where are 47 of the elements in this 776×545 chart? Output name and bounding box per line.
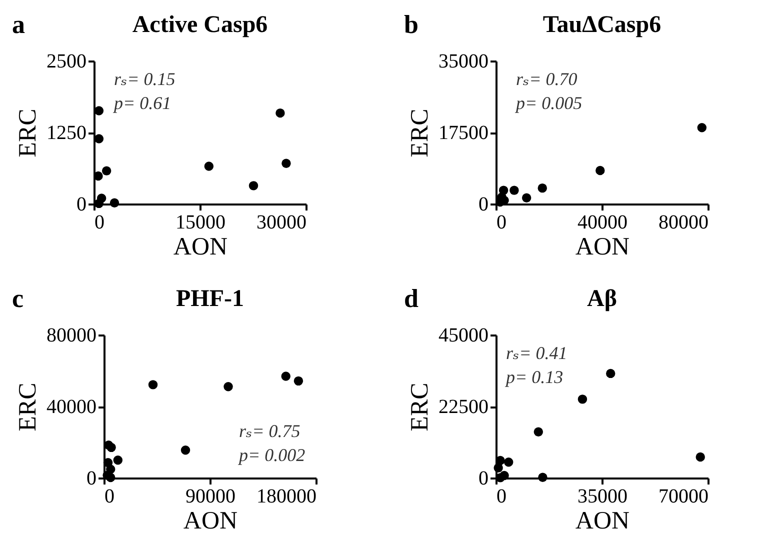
x-tick-label: 90000 — [186, 486, 236, 508]
x-tick-label: 30000 — [256, 212, 306, 234]
annotation: p= 0.002 — [237, 445, 306, 465]
annotation: p= 0.005 — [514, 93, 582, 113]
annotation: rₛ= 0.75 — [239, 421, 300, 441]
annotation: rₛ= 0.15 — [114, 69, 176, 89]
x-axis-title: AON — [575, 508, 630, 534]
text: a — [12, 10, 25, 39]
y-tick-label: 80000 — [46, 324, 96, 346]
y-tick-label: 40000 — [46, 396, 96, 418]
y-axis-title: ERC — [406, 108, 434, 158]
y-tick-label: 35000 — [438, 50, 488, 72]
y-tick-label: 45000 — [438, 324, 488, 346]
annotation: p= 0.13 — [504, 367, 564, 387]
chart-title: TauΔCasp6 — [542, 12, 662, 38]
x-tick-label: 0 — [104, 486, 114, 508]
annotation: rₛ= 0.70 — [516, 69, 578, 89]
x-tick-label: 40000 — [578, 212, 628, 234]
annotation: rₛ= 0.41 — [506, 343, 568, 363]
chart-title: Active Casp6 — [132, 12, 268, 38]
x-tick-label: 80000 — [658, 212, 708, 234]
y-tick-label: 1250 — [46, 122, 86, 144]
y-tick-label: 22500 — [438, 396, 488, 418]
y-tick-label: 0 — [76, 194, 86, 216]
y-tick-label: 17500 — [438, 122, 488, 144]
y-tick-label: 0 — [478, 194, 488, 216]
x-tick-label: 0 — [496, 486, 506, 508]
x-tick-label: 180000 — [256, 486, 316, 508]
y-axis-title: ERC — [14, 108, 42, 158]
y-tick-label: 2500 — [46, 50, 86, 72]
text: b — [404, 10, 418, 39]
x-tick-label: 15000 — [176, 212, 226, 234]
x-tick-label: 35000 — [578, 486, 628, 508]
x-axis-title: AON — [575, 234, 630, 260]
y-tick-label: 0 — [478, 468, 488, 490]
x-axis-title: AON — [173, 234, 228, 260]
chart-title: PHF-1 — [176, 286, 244, 312]
y-tick-label: 0 — [86, 468, 96, 490]
y-axis-title: ERC — [406, 382, 434, 432]
y-axis-title: ERC — [14, 382, 42, 432]
text: c — [12, 284, 24, 313]
x-tick-label: 70000 — [658, 486, 708, 508]
annotation: p= 0.61 — [112, 93, 172, 113]
x-tick-label: 0 — [496, 212, 506, 234]
chart-title: Aβ — [587, 286, 617, 312]
text: d — [404, 284, 418, 313]
x-axis-title: AON — [183, 508, 238, 534]
